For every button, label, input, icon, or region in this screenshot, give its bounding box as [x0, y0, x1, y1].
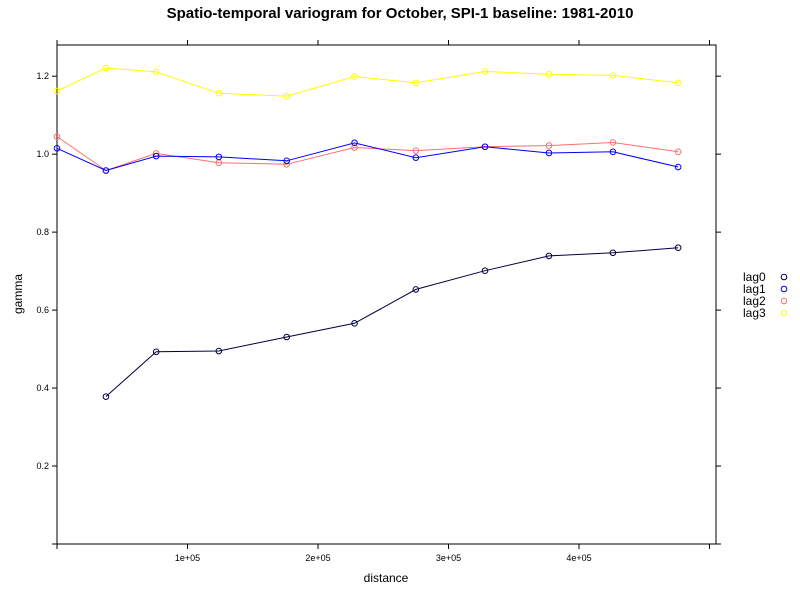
data-point-lag1	[215, 153, 223, 161]
data-point-lag3	[674, 79, 682, 87]
series-line-lag2	[56, 136, 679, 172]
data-point-lag1	[351, 139, 358, 147]
data-point-lag0	[152, 348, 160, 356]
data-point-lag0	[412, 286, 420, 293]
data-point-lag3	[412, 79, 420, 87]
legend-label-lag3: lag3	[743, 306, 766, 320]
legend-label-lag1: lag1	[743, 282, 766, 296]
data-point-lag3	[481, 68, 489, 75]
y-tick-label: 0.2	[36, 461, 49, 471]
data-point-lag1	[152, 152, 160, 160]
y-tick-label: 0.8	[36, 227, 49, 237]
x-tick-label: 4e+05	[566, 553, 591, 563]
chart-title: Spatio-temporal variogram for October, S…	[167, 5, 634, 22]
data-point-lag0	[351, 320, 358, 327]
data-point-lag3	[283, 92, 290, 100]
data-point-lag3	[215, 90, 223, 97]
x-tick-label: 3e+05	[436, 553, 461, 563]
x-axis-label: distance	[364, 571, 409, 585]
axis-ticks: 1e+05 2e+05 3e+05 4e+05 0.2 0.4 0.6 0.8 1.0 1.2	[36, 40, 721, 563]
legend-marker-lag2	[780, 297, 788, 305]
data-point-lag3	[545, 70, 553, 78]
data-point-lag1	[412, 154, 420, 161]
data-point-lag0	[283, 333, 290, 341]
data-point-lag3	[152, 68, 160, 76]
series-lag2	[53, 133, 682, 174]
x-tick-label: 1e+05	[175, 553, 200, 563]
y-tick-label: 1.2	[36, 71, 49, 81]
plot-frame	[56, 44, 717, 545]
legend-marker-lag1	[780, 285, 788, 293]
legend-marker-lag0	[780, 273, 788, 281]
data-point-lag2	[351, 144, 358, 151]
data-point-lag3	[351, 73, 358, 80]
series-line-lag3	[56, 67, 679, 97]
data-point-lag1	[102, 167, 110, 174]
data-point-lag1	[674, 163, 682, 171]
series-lag0	[102, 244, 682, 400]
series-group	[53, 64, 682, 400]
y-axis-label: gamma	[11, 274, 25, 314]
data-point-lag1	[283, 157, 290, 165]
series-lag1	[53, 139, 682, 174]
data-point-lag1	[545, 149, 553, 157]
x-tick-label: 2e+05	[305, 553, 330, 563]
data-point-lag2	[53, 133, 61, 140]
data-point-lag0	[102, 393, 110, 400]
y-tick-label: 0.4	[36, 383, 49, 393]
data-point-lag3	[53, 87, 61, 95]
data-point-lag3	[609, 72, 617, 79]
data-point-lag2	[609, 139, 617, 146]
data-point-lag0	[481, 267, 489, 275]
series-line-lag0	[105, 247, 679, 397]
legend-marker-lag3	[780, 309, 788, 317]
data-point-lag2	[545, 142, 553, 149]
data-point-lag0	[674, 244, 682, 252]
data-point-lag3	[102, 64, 110, 72]
data-point-lag2	[412, 147, 420, 154]
y-tick-label: 0.6	[36, 305, 49, 315]
data-point-lag0	[545, 252, 553, 260]
series-lag3	[53, 64, 682, 100]
y-tick-label: 1.0	[36, 149, 49, 159]
data-point-lag0	[609, 249, 617, 257]
data-point-lag2	[283, 160, 290, 168]
legend-label-lag0: lag0	[743, 270, 766, 284]
data-point-lag1	[609, 148, 617, 156]
legend-label-lag2: lag2	[743, 294, 766, 308]
data-point-lag2	[674, 148, 682, 156]
series-line-lag1	[56, 142, 679, 172]
data-point-lag0	[215, 347, 223, 355]
data-point-lag1	[53, 145, 61, 152]
data-point-lag1	[481, 143, 489, 151]
